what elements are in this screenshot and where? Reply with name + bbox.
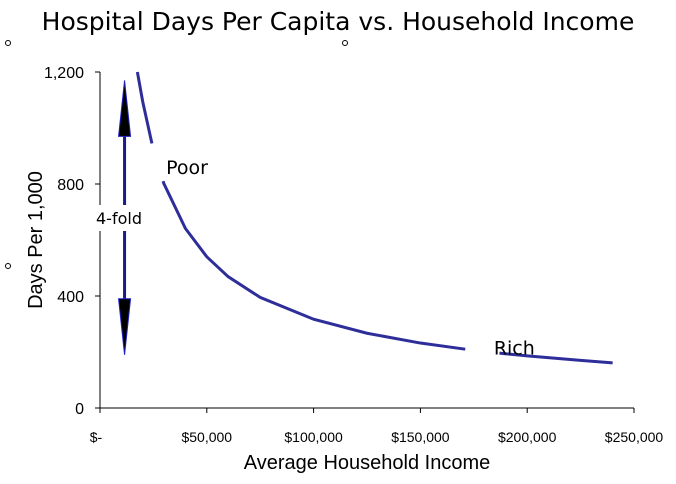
x-tick-label: $50,000 [181, 429, 232, 445]
annotation-rich: Rich [494, 338, 535, 360]
arrow-down-head [118, 298, 132, 355]
y-axis-label: Days Per 1,000 [25, 171, 47, 309]
x-tick-label: $200,000 [498, 429, 557, 445]
x-axis-label: Average Household Income [244, 452, 490, 474]
decor-dot [342, 40, 348, 46]
series-line-segment-1 [135, 71, 154, 144]
annotation-bg [94, 205, 156, 231]
annotation-4-fold: 4-fold [96, 209, 142, 228]
y-tick-label: 400 [57, 289, 84, 306]
chart-title: Hospital Days Per Capita vs. Household I… [42, 7, 635, 36]
y-tick-label: 800 [57, 177, 84, 194]
y-tick-label: 0 [75, 401, 84, 418]
x-tick-label: $- [90, 429, 103, 445]
arrow-up-head [118, 80, 132, 137]
series-line-segment-2 [161, 180, 466, 351]
x-tick-label: $100,000 [284, 429, 343, 445]
decor-dot [5, 40, 11, 46]
decor-dot [5, 263, 11, 269]
series-line-segment-3 [499, 351, 613, 365]
annotation-poor: Poor [166, 157, 208, 179]
x-tick-label: $250,000 [605, 429, 664, 445]
y-tick-label: 1,200 [44, 65, 84, 82]
x-tick-label: $150,000 [391, 429, 450, 445]
